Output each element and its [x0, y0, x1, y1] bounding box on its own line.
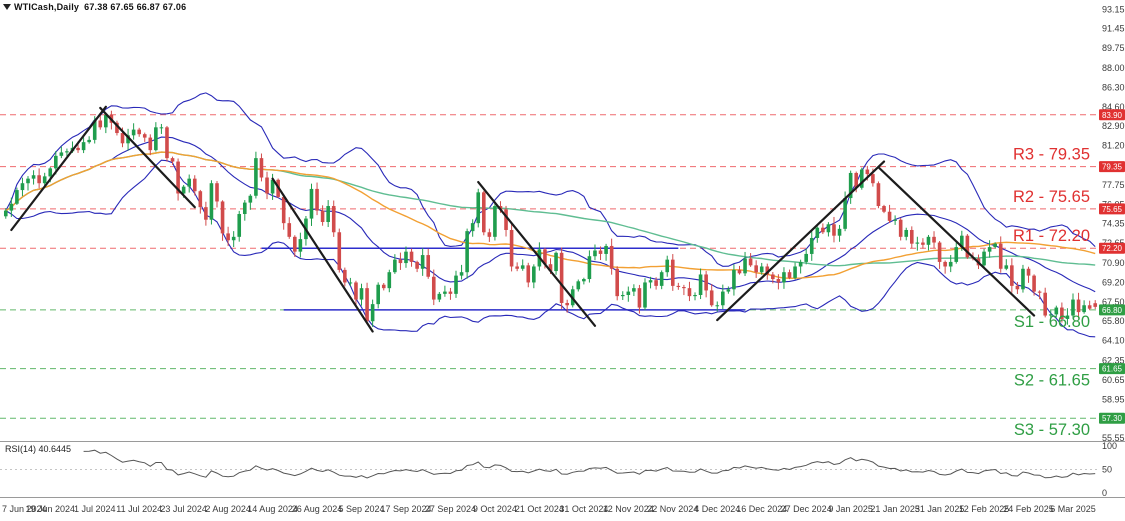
svg-text:9 Jan 2025: 9 Jan 2025: [828, 504, 873, 514]
svg-text:12 Nov 2024: 12 Nov 2024: [603, 504, 654, 514]
svg-text:69.20: 69.20: [1102, 277, 1125, 287]
symbol-name: WTICash,Daily: [14, 2, 80, 12]
svg-text:62.35: 62.35: [1102, 356, 1125, 366]
moving-average-fast: [5, 151, 1096, 280]
svg-text:50: 50: [1102, 465, 1112, 475]
svg-text:75.65: 75.65: [1102, 205, 1123, 214]
trendline[interactable]: [877, 166, 1036, 317]
svg-text:66.80: 66.80: [1102, 306, 1123, 315]
svg-text:21 Jan 2025: 21 Jan 2025: [870, 504, 920, 514]
svg-text:21 Oct 2024: 21 Oct 2024: [515, 504, 564, 514]
trendline[interactable]: [271, 177, 374, 333]
svg-text:83.90: 83.90: [1102, 111, 1123, 120]
svg-text:55.55: 55.55: [1102, 433, 1125, 443]
price-axis[interactable]: 93.15 91.45 89.75 88.00 86.30 84.60 82.90 81.20…: [1102, 4, 1125, 443]
svg-text:100: 100: [1102, 441, 1117, 451]
chart-shift-marker-icon[interactable]: [3, 4, 11, 10]
blue-horizontal-lines[interactable]: [261, 247, 746, 311]
svg-text:14 Aug 2024: 14 Aug 2024: [247, 504, 298, 514]
bollinger-bands: [5, 92, 1096, 338]
svg-text:72.20: 72.20: [1102, 244, 1123, 253]
ohlc-quote: 67.38 67.65 66.87 67.06: [84, 2, 187, 12]
svg-text:22 Nov 2024: 22 Nov 2024: [647, 504, 698, 514]
svg-text:27 Sep 2024: 27 Sep 2024: [425, 504, 476, 514]
rsi-panel[interactable]: 100 50 0: [0, 441, 1117, 498]
trendline[interactable]: [477, 180, 597, 327]
svg-text:79.35: 79.35: [1102, 163, 1123, 172]
svg-text:82.90: 82.90: [1102, 121, 1125, 131]
trendline[interactable]: [99, 106, 196, 209]
svg-text:67.50: 67.50: [1102, 297, 1125, 307]
svg-text:31 Oct 2024: 31 Oct 2024: [559, 504, 608, 514]
trendline[interactable]: [10, 105, 107, 232]
svg-text:2 Aug 2024: 2 Aug 2024: [205, 504, 251, 514]
svg-text:84.60: 84.60: [1102, 102, 1125, 112]
svg-text:81.20: 81.20: [1102, 141, 1125, 151]
svg-text:27 Dec 2024: 27 Dec 2024: [781, 504, 832, 514]
svg-text:74.35: 74.35: [1102, 219, 1125, 229]
S2-label: S2 - 61.65: [1014, 372, 1090, 390]
svg-text:57.30: 57.30: [1102, 414, 1123, 423]
svg-text:89.75: 89.75: [1102, 43, 1125, 53]
svg-text:77.75: 77.75: [1102, 180, 1125, 190]
svg-text:26 Aug 2024: 26 Aug 2024: [292, 504, 343, 514]
svg-text:1 Jul 2024: 1 Jul 2024: [74, 504, 116, 514]
svg-text:60.65: 60.65: [1102, 375, 1125, 385]
support-resistance-lines[interactable]: [0, 114, 1098, 419]
svg-text:24 Feb 2025: 24 Feb 2025: [1003, 504, 1054, 514]
svg-text:91.45: 91.45: [1102, 24, 1125, 34]
svg-text:19 Jun 2024: 19 Jun 2024: [25, 504, 75, 514]
svg-text:70.90: 70.90: [1102, 258, 1125, 268]
svg-text:6 Mar 2025: 6 Mar 2025: [1050, 504, 1096, 514]
rsi-indicator-label: RSI(14) 40.6445: [5, 444, 72, 454]
svg-text:16 Dec 2024: 16 Dec 2024: [736, 504, 787, 514]
level-badges: 83.90 79.35 75.65 72.20 66.80 61.65 57.30: [1099, 109, 1125, 424]
svg-text:65.80: 65.80: [1102, 316, 1125, 326]
svg-text:4 Dec 2024: 4 Dec 2024: [694, 504, 740, 514]
S1-label: S1 - 66.80: [1014, 313, 1090, 331]
R1-label: R1 - 72.20: [1013, 227, 1090, 245]
svg-text:64.10: 64.10: [1102, 336, 1125, 346]
symbol-quote-label: WTICash,Daily 67.38 67.65 66.87 67.06: [14, 2, 186, 12]
svg-text:23 Jul 2024: 23 Jul 2024: [160, 504, 207, 514]
R3-label: R3 - 79.35: [1013, 146, 1090, 164]
svg-text:9 Oct 2024: 9 Oct 2024: [473, 504, 517, 514]
svg-text:86.30: 86.30: [1102, 82, 1125, 92]
svg-text:0: 0: [1102, 488, 1107, 498]
svg-text:31 Jan 2025: 31 Jan 2025: [915, 504, 965, 514]
trendlines[interactable]: [10, 105, 1036, 333]
svg-text:12 Feb 2025: 12 Feb 2025: [959, 504, 1010, 514]
svg-text:61.65: 61.65: [1102, 365, 1123, 374]
svg-text:7 Jun 2024: 7 Jun 2024: [2, 504, 47, 514]
level-labels: R3 - 79.35 R2 - 75.65 R1 - 72.20 S1 - 66.80…: [1013, 146, 1090, 440]
trendline[interactable]: [716, 160, 886, 322]
S3-label: S3 - 57.30: [1014, 421, 1090, 439]
svg-text:5 Sep 2024: 5 Sep 2024: [338, 504, 384, 514]
svg-text:93.15: 93.15: [1102, 4, 1125, 14]
svg-text:11 Jul 2024: 11 Jul 2024: [116, 504, 162, 514]
svg-text:17 Sep 2024: 17 Sep 2024: [380, 504, 431, 514]
svg-text:58.95: 58.95: [1102, 394, 1125, 404]
R2-label: R2 - 75.65: [1013, 188, 1090, 206]
svg-text:88.00: 88.00: [1102, 63, 1125, 73]
panel-separators: [0, 441, 1125, 498]
